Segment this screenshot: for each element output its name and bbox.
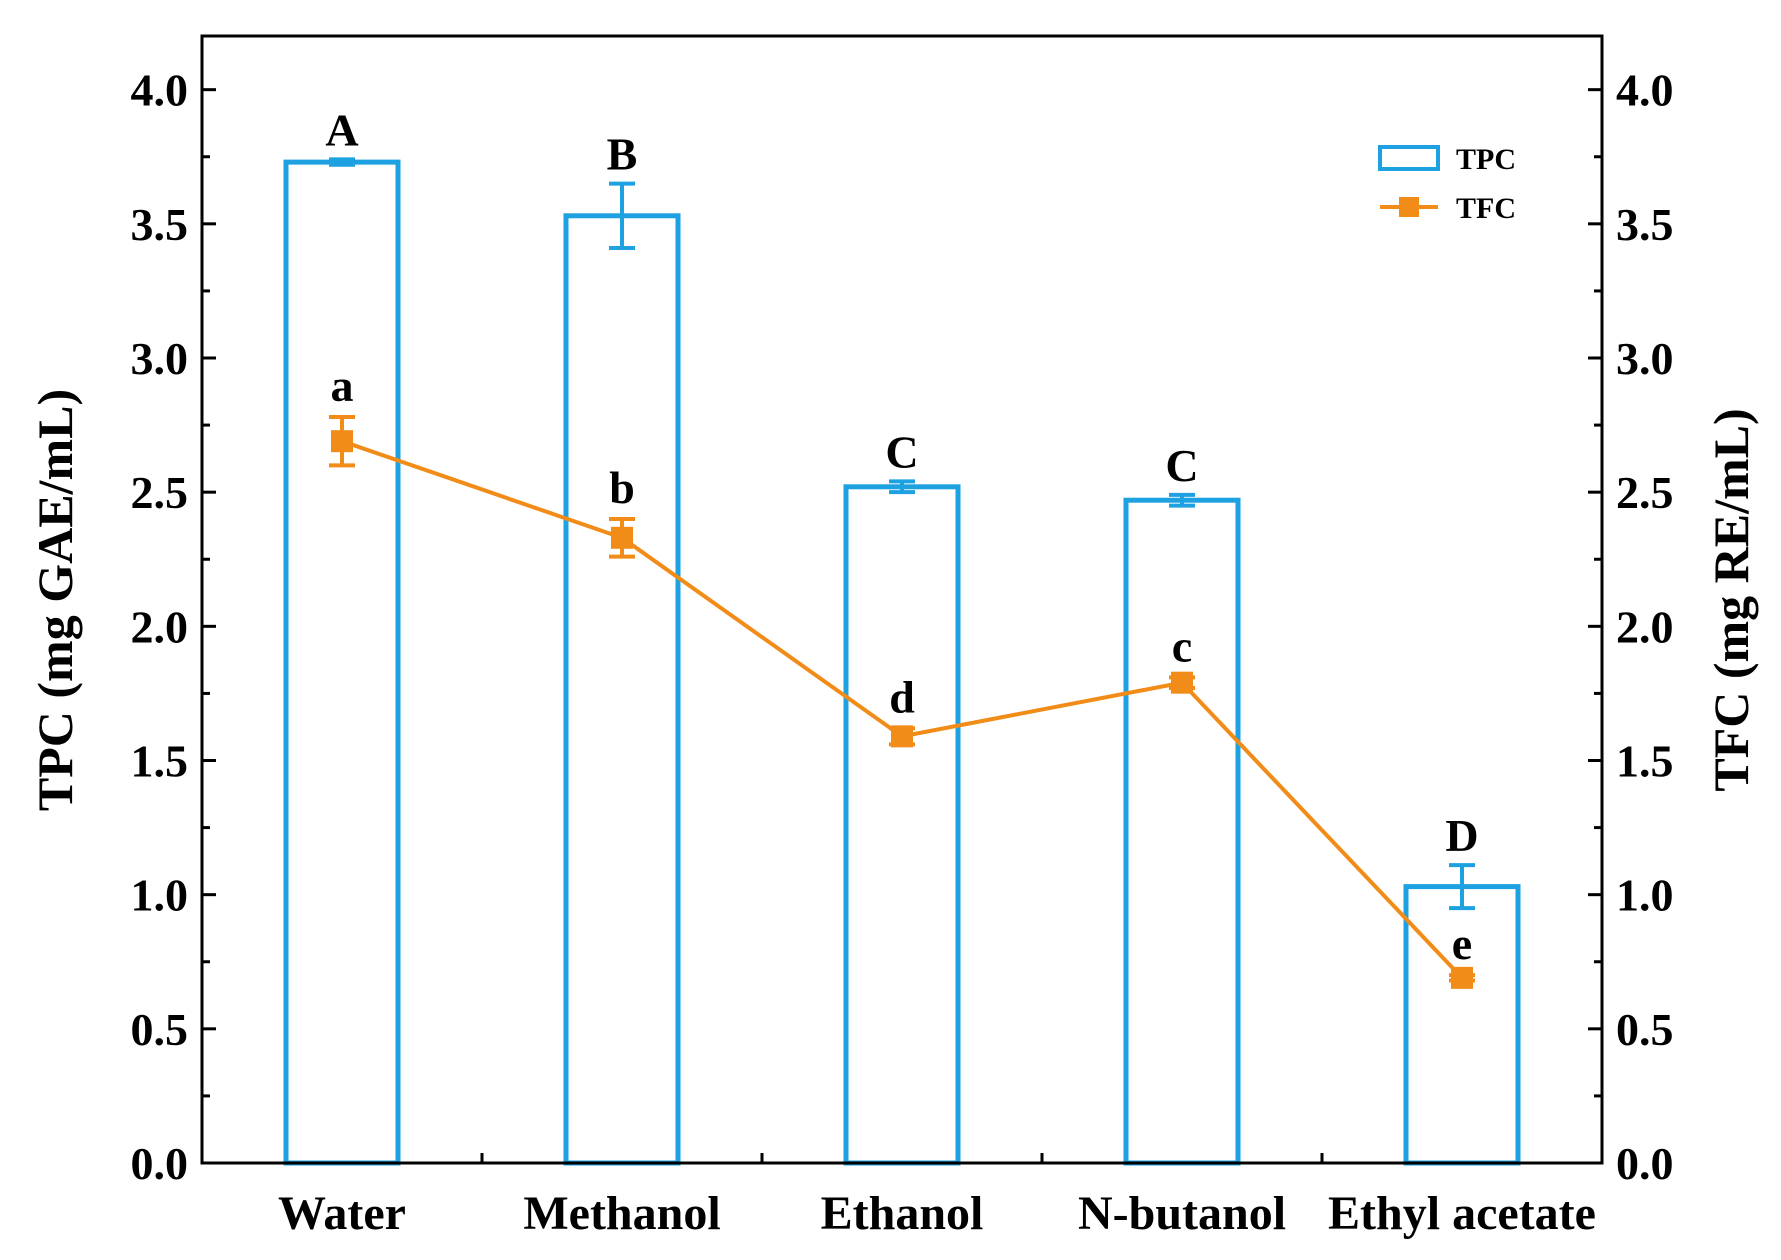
plot-frame bbox=[200, 34, 1604, 1165]
x-tick-label: Methanol bbox=[523, 1187, 720, 1240]
tpc-bar bbox=[1123, 497, 1241, 1166]
tfc-significance-label: b bbox=[609, 462, 635, 513]
tfc-significance-label: a bbox=[331, 360, 354, 411]
y2-axis-title: TFC (mg RE/mL) bbox=[1703, 408, 1759, 791]
legend-tpc-label: TPC bbox=[1456, 143, 1516, 176]
legend: TPC TFC bbox=[1378, 143, 1516, 225]
tpc-significance-label: A bbox=[325, 104, 358, 155]
y2-tick-label: 1.0 bbox=[1616, 870, 1674, 921]
tfc-point bbox=[331, 430, 353, 453]
y2-tick-label: 1.5 bbox=[1616, 736, 1674, 787]
tpc-bar bbox=[563, 213, 681, 1166]
tfc-point bbox=[1451, 966, 1473, 989]
tpc-significance-label: C bbox=[885, 426, 918, 477]
plot-area bbox=[283, 157, 1521, 1166]
tfc-significance-label: c bbox=[1172, 620, 1192, 671]
legend-tfc-label: TFC bbox=[1456, 192, 1516, 225]
y2-tick-label: 2.5 bbox=[1616, 467, 1674, 518]
x-tick-label: Ethanol bbox=[821, 1187, 984, 1240]
y2-tick-label: 4.0 bbox=[1616, 65, 1674, 116]
tfc-point bbox=[891, 725, 913, 748]
labels: A B C C Da b d c e bbox=[325, 104, 1478, 969]
tpc-bar bbox=[843, 484, 961, 1166]
y2-tick-label: 0.5 bbox=[1616, 1004, 1674, 1055]
y-tick-label: 0.0 bbox=[131, 1138, 189, 1189]
y2-tick-label: 3.5 bbox=[1616, 199, 1674, 250]
y-axis-title: TPC (mg GAE/mL) bbox=[27, 389, 83, 811]
tpc-significance-label: B bbox=[607, 129, 638, 180]
y-tick-label: 4.0 bbox=[131, 65, 189, 116]
tpc-significance-label: C bbox=[1165, 440, 1198, 491]
y-tick-label: 0.5 bbox=[131, 1004, 189, 1055]
y-tick-label: 3.5 bbox=[131, 199, 189, 250]
tpc-bar bbox=[283, 159, 401, 1166]
tfc-significance-label: d bbox=[889, 671, 915, 722]
x-tick-label: Ethyl acetate bbox=[1328, 1187, 1596, 1240]
legend-tfc-marker bbox=[1399, 197, 1419, 217]
y2-tick-label: 0.0 bbox=[1616, 1138, 1674, 1189]
tfc-point bbox=[1171, 671, 1193, 694]
legend-tpc-swatch bbox=[1378, 145, 1440, 171]
y-tick-label: 3.0 bbox=[131, 333, 189, 384]
y2-tick-label: 3.0 bbox=[1616, 333, 1674, 384]
y-tick-label: 2.5 bbox=[131, 467, 189, 518]
tpc-significance-label: D bbox=[1445, 810, 1478, 861]
y-tick-label: 2.0 bbox=[131, 601, 189, 652]
tfc-point bbox=[611, 526, 633, 549]
x-tick-label: N-butanol bbox=[1078, 1187, 1286, 1240]
axes: 0.0 0.0 0.5 0.5 1.0 1.0 1.5 1.5 2.0 2.0 2.5 2.5 3.0 3… bbox=[131, 34, 1674, 1240]
x-tick-label: Water bbox=[278, 1187, 406, 1240]
y-tick-label: 1.0 bbox=[131, 870, 189, 921]
y2-tick-label: 2.0 bbox=[1616, 601, 1674, 652]
y-tick-label: 1.5 bbox=[131, 736, 189, 787]
tfc-significance-label: e bbox=[1452, 918, 1472, 969]
